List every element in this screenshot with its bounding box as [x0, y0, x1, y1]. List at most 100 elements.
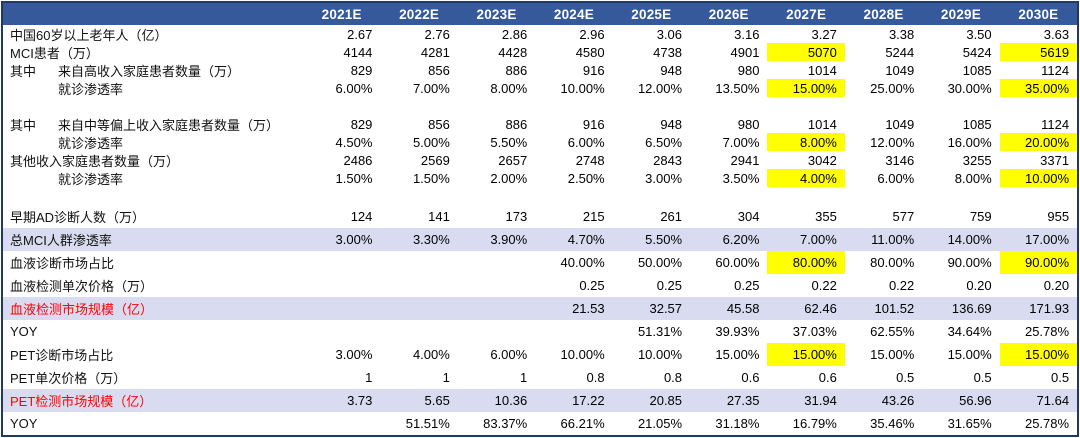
row-label-prefix: 其中	[10, 63, 37, 79]
row-label	[3, 97, 303, 115]
value-cell-2025e: 50.00%	[637, 255, 683, 270]
value-cell-2027e: 15.00%	[767, 343, 845, 366]
value-cell-2028e: 577	[892, 209, 915, 224]
value-cell-2028e: 0.22	[888, 278, 915, 293]
value-cell-2025e: 948	[660, 116, 683, 132]
value-cell-2025e: 6.50%	[645, 134, 683, 150]
value-cell-2028e: 1049	[885, 62, 915, 78]
value-cell-2029e: 15.00%	[947, 347, 992, 362]
year-header-2030e: 2030E	[1018, 6, 1059, 22]
value-cell-2030e: 35.00%	[999, 79, 1078, 97]
value-cell-2030e: 3.63	[1043, 26, 1070, 42]
row-label-text: 早期AD诊断人数（万）	[10, 210, 146, 225]
value-cell-2028e: 43.26	[881, 393, 915, 408]
value-cell-2023e: 8.00%	[490, 80, 528, 96]
value-cell-2026e	[690, 187, 767, 205]
value-cell-2021e: 6.00%	[335, 80, 373, 96]
row-label: 早期AD诊断人数（万）	[3, 205, 303, 228]
value-cell-2023e	[458, 274, 535, 297]
value-cell-2024e: 2.50%	[567, 170, 605, 186]
value-cell-2021e	[303, 320, 380, 343]
table-row: PET诊断市场占比 3.00% 4.00% 6.00% 10.00% 10.00% 15.0…	[3, 343, 1078, 366]
value-cell-2029e	[922, 187, 999, 205]
value-cell-2021e	[303, 297, 380, 320]
value-cell-2022e: 4.00%	[412, 347, 450, 362]
value-cell-2029e: 136.69	[951, 301, 992, 316]
value-cell-2026e: 31.18%	[715, 416, 760, 431]
value-cell-2026e: 60.00%	[715, 255, 760, 270]
value-cell-2025e: 51.31%	[637, 324, 683, 339]
value-cell-2026e: 0.25	[734, 278, 760, 293]
value-cell-2028e: 6.00%	[877, 170, 915, 186]
value-cell-2021e: 1	[365, 370, 373, 385]
table-row: 就诊渗透率 4.50% 5.00% 5.50% 6.00% 6.50% 7.00% 8.00%…	[3, 133, 1078, 151]
value-cell-2025e: 10.00%	[637, 347, 683, 362]
value-cell-2028e: 0.5	[896, 370, 915, 385]
value-cell-2029e: 0.20	[966, 278, 992, 293]
value-cell-2023e: 1	[519, 370, 528, 385]
value-cell-2029e: 1085	[962, 116, 992, 132]
table-row: MCI患者（万） 4144 4281 4428 4580 4738 4901 5070 5244…	[3, 43, 1078, 61]
row-label-text: 来自高收入家庭患者数量（万）	[58, 63, 241, 79]
value-cell-2027e: 1014	[807, 62, 837, 78]
row-label-text: 来自中等偏上收入家庭患者数量（万）	[58, 117, 280, 133]
value-cell-2029e: 30.00%	[947, 80, 992, 96]
value-cell-2022e: 3.30%	[412, 232, 450, 247]
row-label	[3, 187, 303, 205]
value-cell-2024e: 215	[582, 209, 605, 224]
value-cell-2026e: 3.16	[734, 26, 760, 42]
value-cell-2030e: 1124	[1041, 62, 1070, 78]
value-cell-2023e	[458, 297, 535, 320]
row-label: 中国60岁以上老年人（亿）	[3, 25, 303, 43]
value-cell-2021e: 4144	[343, 44, 373, 60]
value-cell-2023e: 6.00%	[490, 347, 528, 362]
value-cell-2022e: 856	[428, 116, 450, 132]
value-cell-2024e	[535, 97, 612, 115]
value-cell-2021e: 124	[350, 209, 373, 224]
row-label: 就诊渗透率	[3, 169, 303, 187]
value-cell-2022e	[380, 297, 457, 320]
value-cell-2028e	[845, 97, 922, 115]
value-cell-2024e: 17.22	[572, 393, 605, 408]
value-cell-2024e: 66.21%	[560, 416, 605, 431]
table-row: YOY 51.31% 39.93% 37.03% 62.55% 34.64% 25.78%	[3, 320, 1077, 343]
value-cell-2029e: 3.50	[966, 26, 992, 42]
value-cell-2026e: 0.6	[741, 370, 760, 385]
value-cell-2028e: 11.00%	[871, 232, 915, 247]
value-cell-2027e: 1014	[807, 116, 837, 132]
row-label: 血液检测单次价格（万）	[3, 274, 303, 297]
value-cell-2021e	[303, 187, 380, 205]
value-cell-2030e: 20.00%	[999, 133, 1078, 151]
value-cell-2027e	[767, 97, 844, 115]
table-row: 总MCI人群渗透率 3.00% 3.30% 3.90% 4.70% 5.50% 6.20% 7…	[3, 228, 1077, 251]
value-cell-2023e: 173	[505, 209, 528, 224]
year-header-2025e: 2025E	[631, 6, 672, 22]
header-label-cell	[3, 3, 303, 25]
spacer-row	[3, 97, 1077, 115]
value-cell-2023e: 5.50%	[490, 134, 528, 150]
value-cell-2022e: 5.65	[424, 393, 450, 408]
value-cell-2026e: 45.58	[726, 301, 760, 316]
value-cell-2027e: 80.00%	[767, 251, 845, 274]
value-cell-2023e: 10.36	[494, 393, 528, 408]
value-cell-2021e: 3.73	[347, 393, 373, 408]
value-cell-2024e	[535, 187, 612, 205]
year-header-2022e: 2022E	[399, 6, 440, 22]
value-cell-2021e	[303, 274, 380, 297]
value-cell-2026e: 2941	[730, 152, 760, 168]
value-cell-2024e: 10.00%	[560, 347, 605, 362]
value-cell-2028e: 101.52	[874, 301, 915, 316]
table-row: 其他收入家庭患者数量（万） 2486 2569 2657 2748 2843 2941 304…	[3, 151, 1077, 169]
value-cell-2022e: 51.51%	[405, 416, 450, 431]
value-cell-2025e: 0.8	[663, 370, 683, 385]
value-cell-2028e: 25.00%	[870, 80, 915, 96]
value-cell-2026e: 4901	[730, 44, 760, 60]
value-cell-2027e: 7.00%	[799, 232, 837, 247]
year-header-2028e: 2028E	[863, 6, 904, 22]
value-cell-2022e: 4281	[420, 44, 450, 60]
value-cell-2028e: 12.00%	[870, 134, 915, 150]
value-cell-2025e	[613, 97, 690, 115]
value-cell-2027e: 355	[815, 209, 837, 224]
year-header-2029e: 2029E	[940, 6, 981, 22]
spacer-row	[3, 187, 1077, 205]
